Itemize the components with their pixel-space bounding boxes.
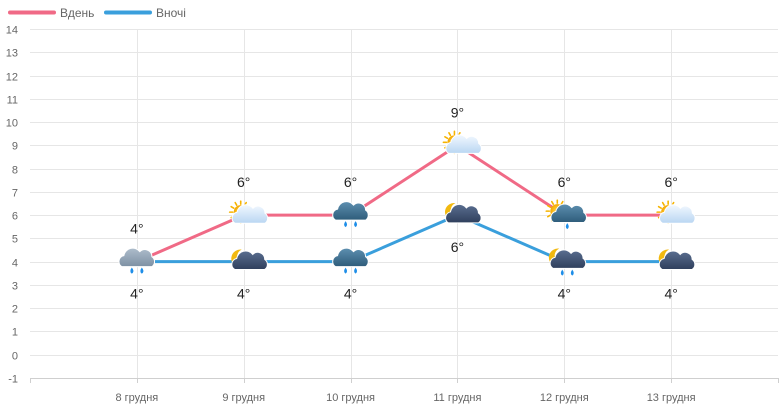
rain-cloud-icon: [332, 201, 369, 228]
y-tick-label: 11: [7, 95, 18, 107]
partly-sunny-icon: [442, 130, 482, 155]
night-temp-label: 4°: [344, 286, 357, 302]
legend-label: Вдень: [60, 6, 94, 20]
y-tick-label: 2: [12, 304, 18, 316]
night-temp-label: 4°: [558, 286, 571, 302]
x-tick-label: 9 грудня: [222, 392, 265, 404]
legend-label: Вночі: [156, 6, 186, 20]
icon-layer: [118, 130, 696, 276]
y-tick-label: 1: [12, 327, 18, 339]
x-tick-label: 13 грудня: [647, 392, 696, 404]
moon-cloud-icon: [445, 203, 482, 224]
day-temp-label: 6°: [237, 174, 250, 190]
y-tick-label: 5: [12, 234, 18, 246]
y-tick-label: 0: [12, 351, 18, 363]
legend[interactable]: Вдень Вночі: [8, 6, 186, 20]
y-tick-label: 9: [12, 141, 18, 153]
moon-cloud-icon: [231, 249, 268, 270]
day-temp-label: 6°: [664, 174, 677, 190]
day-temp-label: 9°: [451, 104, 464, 120]
partly-sunny-icon: [228, 200, 269, 224]
y-tick-label: 7: [12, 188, 18, 200]
series-layer: [135, 143, 673, 264]
y-tick-label: 10: [6, 118, 18, 130]
night-temp-label: 4°: [130, 286, 143, 302]
x-tick-label: 11 грудня: [433, 392, 481, 404]
day-temp-label: 4°: [130, 221, 143, 237]
day-temp-label: 6°: [558, 174, 571, 190]
x-tick-label: 8 грудня: [115, 392, 158, 404]
y-tick-label: 3: [12, 281, 18, 293]
night-temp-label: 4°: [237, 286, 250, 302]
x-tick-label: 12 грудня: [540, 392, 589, 404]
day-temp-label: 6°: [344, 174, 357, 190]
legend-item-day[interactable]: Вдень: [8, 6, 94, 20]
series-line-day: [135, 143, 673, 264]
y-tick-label: 8: [12, 165, 18, 177]
moon-rain-cloud-icon: [548, 248, 587, 276]
legend-item-night[interactable]: Вночі: [104, 6, 186, 20]
rain-cloud-icon: [332, 247, 369, 274]
x-tick-label: 10 грудня: [326, 392, 375, 404]
y-tick-label: 14: [6, 25, 18, 37]
y-tick-label: 13: [6, 48, 18, 60]
night-temp-label: 6°: [451, 239, 464, 255]
grid-layer: [30, 29, 778, 379]
rain-cloud-icon: [118, 247, 156, 274]
y-tick-label: 6: [12, 211, 18, 223]
y-tick-label: 12: [6, 72, 18, 84]
moon-cloud-icon: [658, 249, 696, 270]
y-tick-label: -1: [8, 374, 18, 386]
night-temp-label: 4°: [664, 286, 677, 302]
label-layer: 4° 6° 6° 9° 6° 6° 4° 4° 4° 6° 4° 4°: [130, 104, 678, 301]
partly-sunny-icon: [656, 200, 696, 224]
sun-rain-cloud-icon: [545, 199, 587, 230]
y-tick-label: 4: [12, 258, 18, 270]
